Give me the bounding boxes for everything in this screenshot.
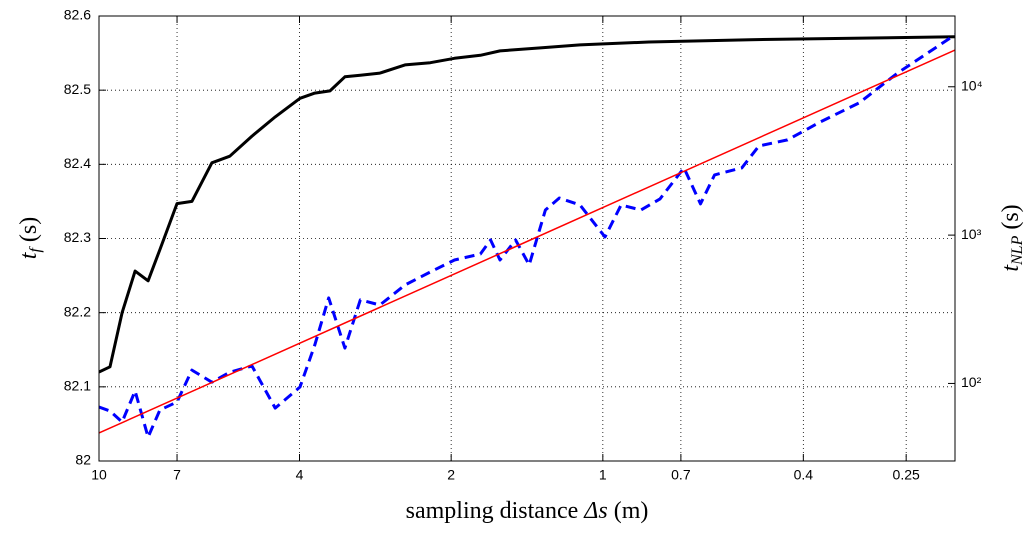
- y2-tick-label: 10³: [961, 226, 982, 242]
- y-tick-label: 82.5: [64, 81, 91, 97]
- x-tick-label: 4: [296, 467, 304, 483]
- y-label-symbol: t: [16, 251, 42, 259]
- y2-label-symbol: t: [998, 264, 1024, 272]
- data-line: [99, 33, 955, 439]
- y2-tick-label: 10⁴: [961, 77, 983, 93]
- y2-axis-label: tNLP (s): [998, 204, 1026, 271]
- y-tick-label: 82: [75, 452, 91, 468]
- data-line: [99, 49, 955, 434]
- y-tick-label: 82.6: [64, 7, 91, 23]
- x-tick-label: 0.7: [671, 467, 691, 483]
- x-tick-label: 7: [173, 467, 181, 483]
- y-label-unit: (s): [16, 217, 42, 242]
- y2-label-subscript: NLP: [1009, 235, 1026, 266]
- x-axis-label: sampling distance Δs (m): [406, 498, 649, 524]
- y-label-subscript: f: [27, 246, 44, 253]
- x-tick-label: 1: [599, 467, 607, 483]
- y-tick-label: 82.4: [64, 155, 91, 171]
- x-label-text: sampling distance: [406, 498, 579, 524]
- x-label-unit: (m): [614, 498, 649, 524]
- y-tick-label: 82.1: [64, 378, 91, 394]
- x-tick-label: 10: [91, 467, 107, 483]
- x-tick-label: 0.25: [893, 467, 920, 483]
- data-line: [99, 35, 955, 374]
- plot-frame: [98, 15, 956, 462]
- y-tick-label: 82.3: [64, 229, 91, 245]
- y-tick-label: 82.2: [64, 303, 91, 319]
- y-axis-label: tf (s): [16, 217, 44, 259]
- x-tick-label: 0.4: [794, 467, 814, 483]
- y2-tick-label: 10²: [961, 374, 982, 390]
- x-tick-label: 2: [447, 467, 455, 483]
- x-label-symbol: Δs: [583, 498, 607, 524]
- y2-label-unit: (s): [998, 204, 1024, 229]
